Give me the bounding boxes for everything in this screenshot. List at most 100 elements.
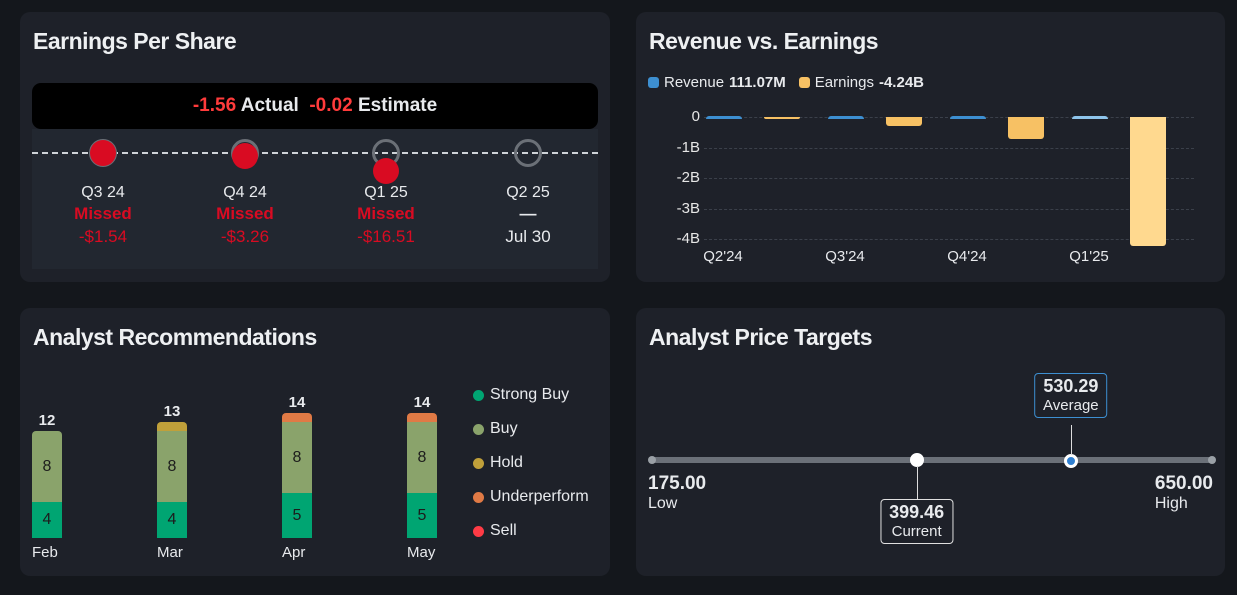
eps-title: Earnings Per Share	[33, 28, 237, 54]
high-dot	[1208, 456, 1216, 464]
quarter-value: -$3.26	[220, 227, 270, 246]
legend-label: Underperform	[490, 488, 589, 505]
price-target-card: Analyst Price Targets 530.29 Average 399.…	[636, 308, 1225, 576]
y-tick: -4B	[676, 230, 700, 247]
quarter-value: -$1.54	[78, 227, 128, 246]
revenue-bar	[706, 115, 742, 119]
legend-sell: Sell	[473, 522, 517, 540]
price-target-title: Analyst Price Targets	[649, 324, 873, 350]
y-tick: 0	[691, 108, 700, 125]
average-tooltip: 530.29 Average	[1034, 373, 1108, 418]
actual-dot	[232, 143, 258, 169]
revenue-bar	[828, 115, 864, 119]
gridline	[704, 147, 1194, 149]
average-value: 530.29	[1043, 376, 1099, 396]
earnings-swatch	[798, 77, 810, 88]
segment-buy: 8	[32, 431, 62, 503]
legend-dot	[473, 423, 484, 435]
high-group: 650.00 High	[1155, 473, 1213, 513]
legend-strong-buy: Strong Buy	[473, 386, 569, 404]
low-group: 175.00 Low	[648, 473, 706, 513]
revenue-legend: Revenue 111.07M Earnings -4.24B	[648, 74, 924, 91]
x-tick: Feb	[32, 544, 58, 561]
low-label: Low	[648, 495, 678, 512]
legend-dot	[473, 491, 484, 503]
revenue-bar	[950, 115, 986, 119]
revenue-swatch	[648, 77, 659, 88]
x-tick: Mar	[157, 544, 183, 561]
x-tick: Q1'25	[1069, 248, 1109, 265]
segment-buy: 8	[157, 431, 187, 503]
segment-strong-buy: 5	[407, 493, 437, 538]
actual-value: -1.56	[192, 95, 237, 116]
recs-card: Analyst Recommendations 4 8 12 Feb 4 8 13 Mar 5 8…	[20, 308, 610, 576]
quarter-status: —	[519, 204, 537, 223]
segment-buy: 8	[282, 422, 312, 494]
earnings-bar	[1008, 117, 1044, 139]
revenue-card: Revenue vs. Earnings Revenue 111.07M Ear…	[636, 12, 1225, 282]
legend-buy: Buy	[473, 420, 518, 438]
y-tick: -2B	[676, 169, 700, 186]
actual-label: Actual	[240, 95, 299, 116]
average-connector	[1070, 425, 1072, 455]
y-tick: -3B	[676, 199, 700, 217]
legend-label: Sell	[490, 522, 517, 539]
revenue-bar	[1072, 115, 1108, 119]
segment-underperform	[407, 413, 437, 423]
earnings-value: -4.24B	[878, 74, 924, 91]
segment-underperform	[282, 413, 312, 423]
current-value: 399.46	[889, 502, 945, 522]
high-value: 650.00	[1154, 473, 1213, 494]
low-value: 175.00	[648, 473, 707, 494]
segment-strong-buy: 4	[157, 502, 187, 538]
high-label: High	[1154, 495, 1188, 512]
estimate-value: -0.02	[309, 95, 353, 116]
revenue-label: Revenue	[664, 74, 725, 91]
earnings-bar	[1130, 117, 1166, 247]
eps-summary: -1.56 Actual -0.02 Estimate	[32, 83, 598, 129]
earnings-bar	[886, 117, 922, 127]
legend-label: Hold	[490, 454, 523, 471]
x-tick: Q3'24	[825, 248, 865, 265]
legend-dot	[473, 525, 484, 537]
legend-dot	[473, 389, 484, 401]
estimate-label: Estimate	[357, 95, 438, 116]
current-tooltip: 399.46 Current	[880, 499, 954, 544]
average-marker	[1063, 454, 1078, 468]
x-tick: Q4'24	[947, 248, 987, 265]
legend-hold: Hold	[473, 454, 523, 472]
segment-strong-buy: 5	[282, 493, 312, 538]
low-dot	[648, 456, 656, 464]
estimate-line	[32, 152, 598, 154]
bar-total: 13	[163, 403, 181, 421]
y-tick: -1B	[676, 138, 700, 156]
quarter-label: Q1 25	[364, 184, 408, 201]
gridline	[704, 239, 1194, 240]
eps-card: Earnings Per Share -1.56 Actual -0.02 Es…	[20, 12, 610, 282]
quarter-label: Q2 25	[506, 184, 550, 201]
bar-total: 14	[413, 394, 431, 412]
x-tick: Q2'24	[703, 248, 743, 265]
gridline	[704, 208, 1194, 210]
quarter-label: Q3 24	[81, 184, 125, 201]
legend-dot	[473, 457, 484, 469]
quarter-label: Q4 24	[223, 184, 267, 201]
gridline	[704, 178, 1194, 179]
quarter-value: -$16.51	[357, 227, 415, 246]
segment-buy: 8	[407, 422, 437, 494]
price-track	[652, 457, 1212, 463]
recs-title: Analyst Recommendations	[33, 324, 317, 350]
quarter-status: Missed	[357, 204, 415, 223]
current-marker	[909, 453, 924, 467]
segment-strong-buy: 4	[32, 502, 62, 538]
actual-dot	[373, 158, 399, 184]
earnings-label: Earnings	[814, 74, 874, 91]
bar-total: 14	[288, 394, 306, 412]
actual-dot	[90, 140, 116, 166]
earnings-bar	[764, 117, 800, 120]
revenue-title: Revenue vs. Earnings	[649, 28, 879, 54]
